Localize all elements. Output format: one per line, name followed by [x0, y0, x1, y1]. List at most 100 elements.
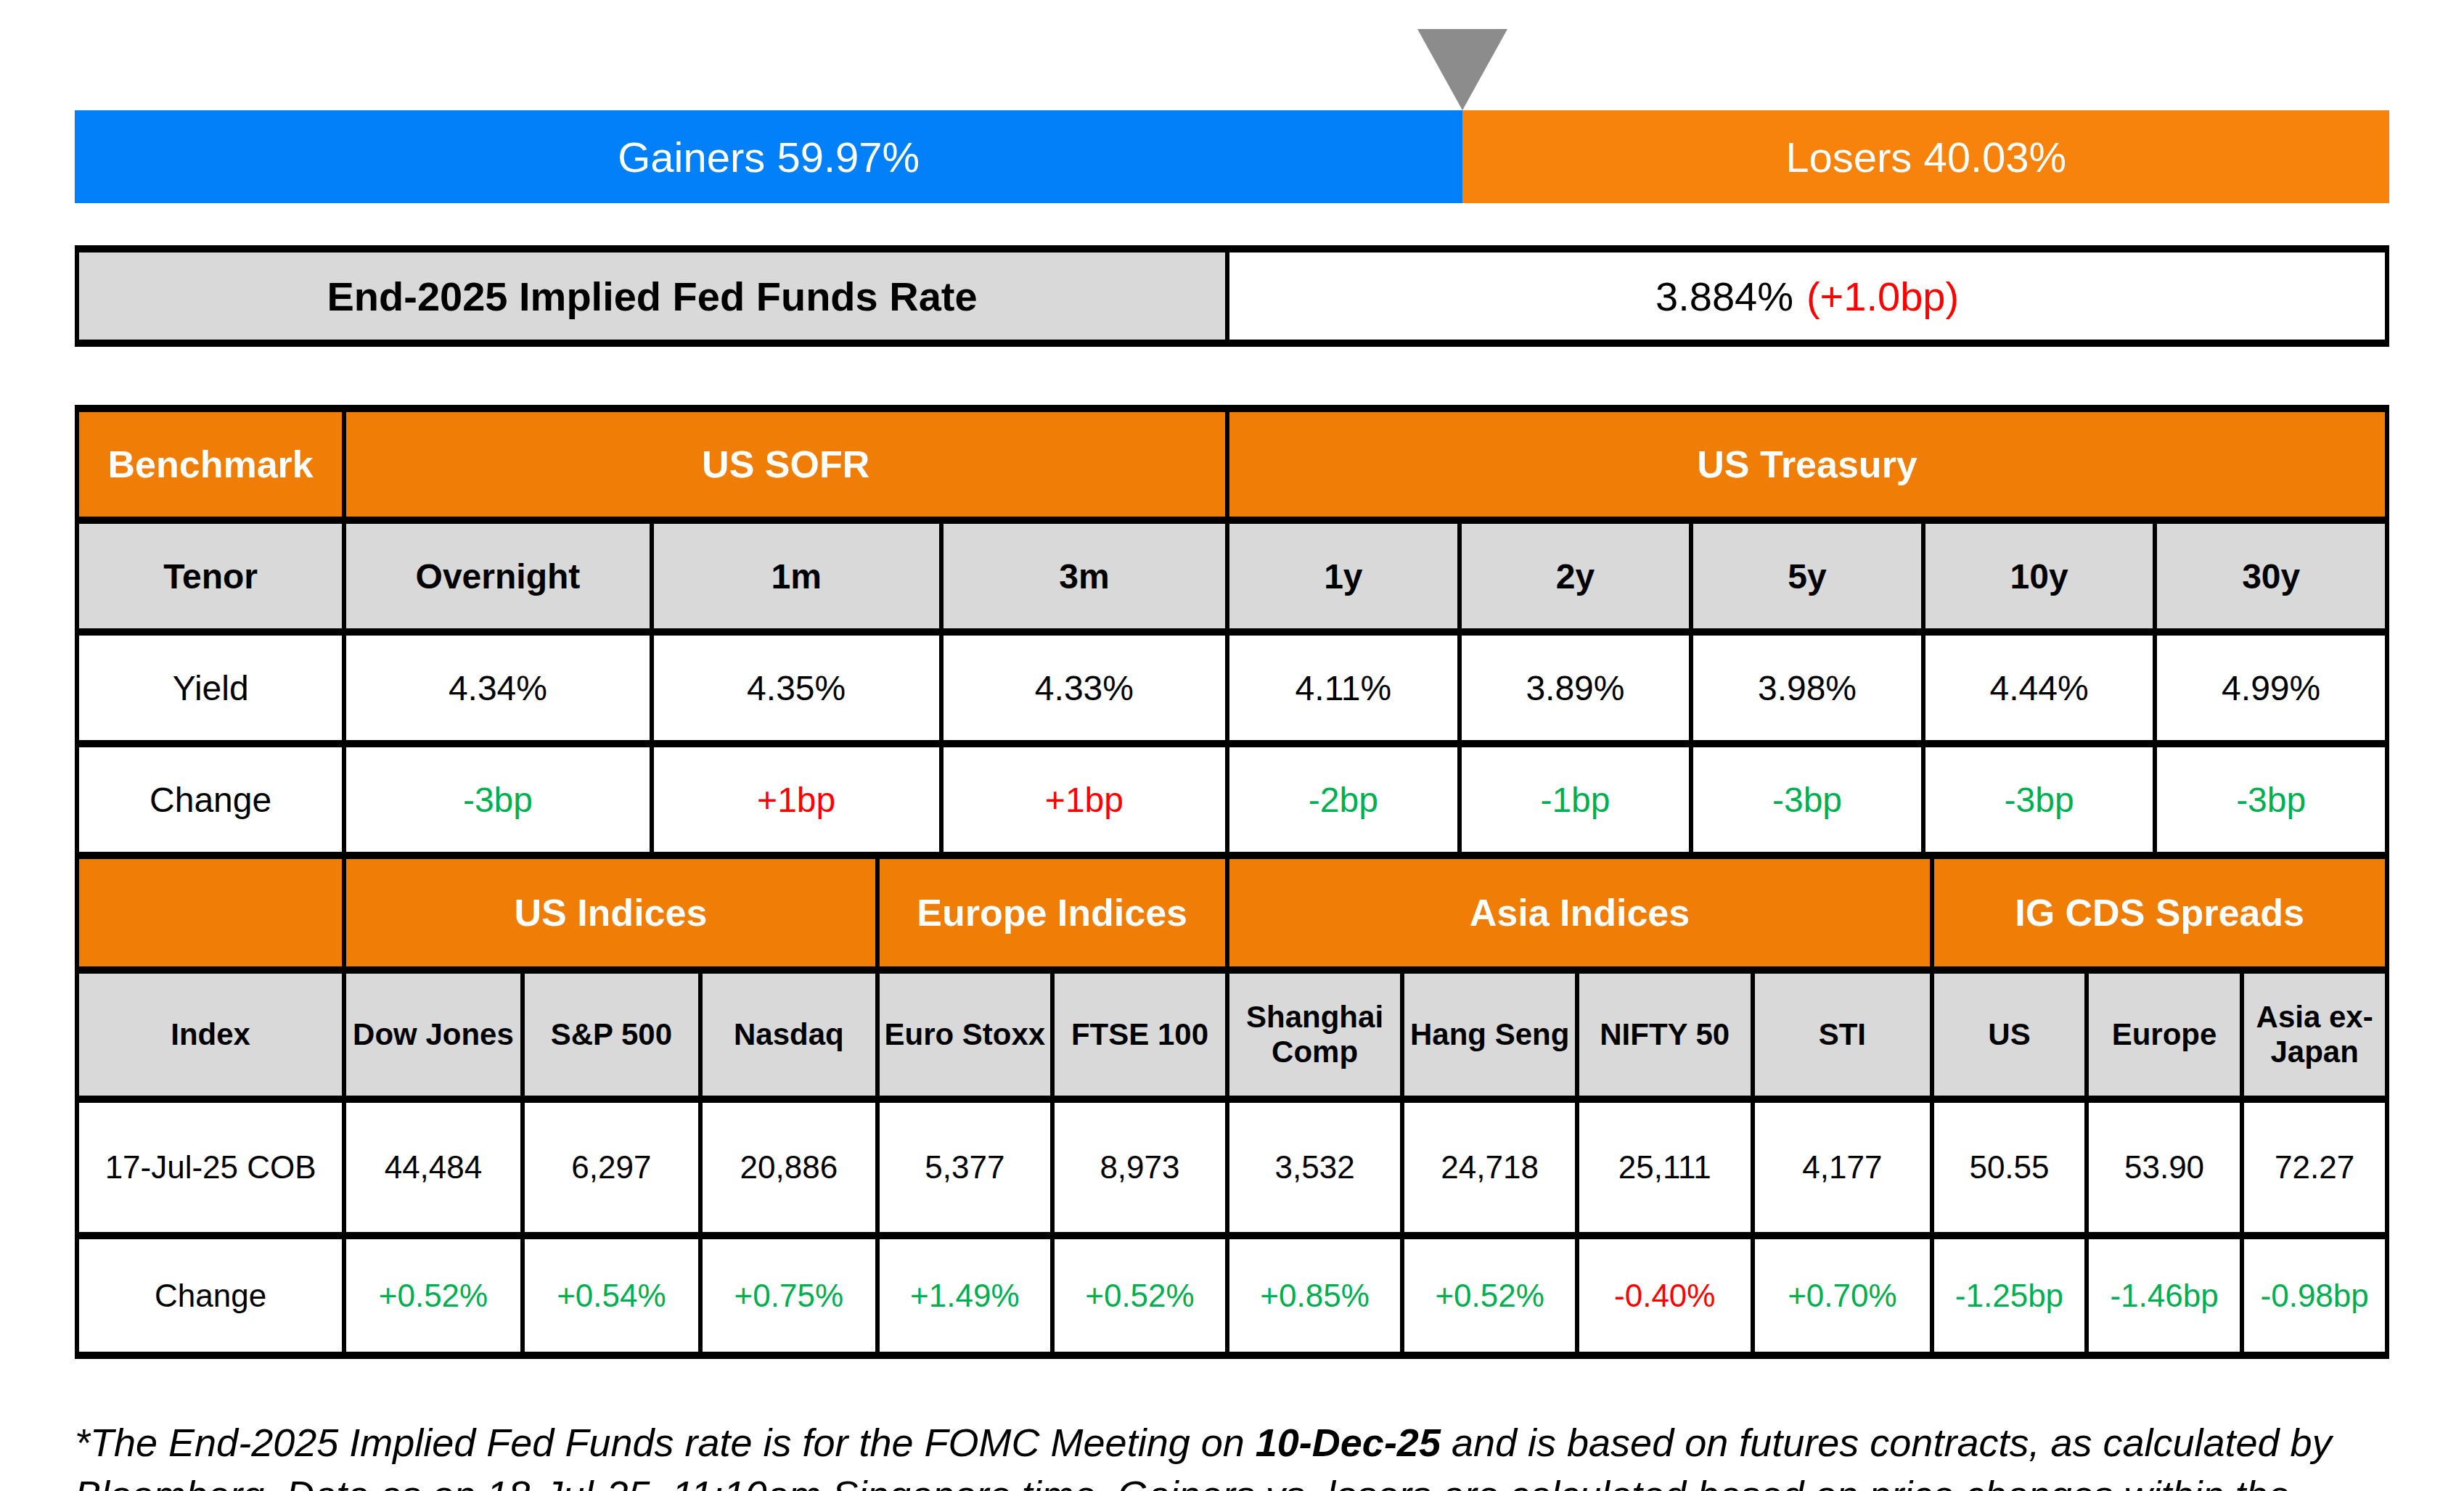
tenor-3m: 3m [941, 520, 1227, 632]
cds-europe: Europe [2087, 970, 2243, 1099]
change-row-label: Change [77, 1236, 344, 1355]
cob-value: 3,532 [1227, 1099, 1403, 1236]
group-header-ig-cds: IG CDS Spreads [1932, 855, 2387, 970]
index-sti: STI [1753, 970, 1933, 1099]
fed-funds-strip: End-2025 Implied Fed Funds Rate 3.884% (… [75, 245, 2389, 347]
footnote: *The End-2025 Implied Fed Funds rate is … [75, 1417, 2389, 1491]
change-value: +0.75% [700, 1236, 877, 1355]
fed-funds-change: (+1.0bp) [1806, 273, 1959, 320]
change-value: +0.85% [1227, 1236, 1403, 1355]
index-dow-jones: Dow Jones [344, 970, 522, 1099]
gainers-label: Gainers 59.97% [618, 133, 920, 181]
cob-row-label: 17-Jul-25 COB [77, 1099, 344, 1236]
gainers-segment: Gainers 59.97% [75, 110, 1462, 203]
market-update-infographic: Gainers 59.97% Losers 40.03% End-2025 Im… [0, 0, 2464, 1491]
content-column: Gainers 59.97% Losers 40.03% End-2025 Im… [75, 0, 2389, 1491]
fed-funds-rate: 3.884% [1655, 273, 1793, 320]
indices-corner-cell [77, 855, 344, 970]
cob-value: 25,111 [1577, 1099, 1753, 1236]
footnote-text-1: *The End-2025 Implied Fed Funds rate is … [75, 1421, 1256, 1464]
indices-table: US Indices Europe Indices Asia Indices I… [75, 852, 2389, 1359]
change-value: -1.46bp [2087, 1236, 2243, 1355]
yield-value: 4.34% [344, 632, 651, 744]
change-value: -0.98bp [2242, 1236, 2387, 1355]
index-nifty50: NIFTY 50 [1577, 970, 1753, 1099]
change-value: -2bp [1227, 744, 1460, 855]
change-value: +0.52% [1402, 1236, 1577, 1355]
change-value: -3bp [1923, 744, 2156, 855]
indices-change-row: Change +0.52% +0.54% +0.75% +1.49% +0.52… [77, 1236, 2387, 1355]
footnote-fomc-date: 10-Dec-25 [1256, 1421, 1441, 1464]
tenor-overnight: Overnight [344, 520, 651, 632]
losers-segment: Losers 40.03% [1462, 110, 2389, 203]
yield-value: 3.98% [1691, 632, 1923, 744]
change-value: -3bp [344, 744, 651, 855]
indices-group-header-row: US Indices Europe Indices Asia Indices I… [77, 855, 2387, 970]
benchmark-table: Benchmark US SOFR US Treasury Tenor Over… [75, 405, 2389, 859]
change-value: +0.52% [1052, 1236, 1227, 1355]
yield-value: 4.35% [652, 632, 941, 744]
cob-value: 4,177 [1753, 1099, 1933, 1236]
cob-value: 72.27 [2242, 1099, 2387, 1236]
tenor-5y: 5y [1691, 520, 1923, 632]
cob-value: 8,973 [1052, 1099, 1227, 1236]
gainers-losers-bar: Gainers 59.97% Losers 40.03% [75, 110, 2389, 203]
change-value: +1bp [652, 744, 941, 855]
gainers-losers-divider-marker-icon [1417, 29, 1507, 110]
tenor-30y: 30y [2155, 520, 2387, 632]
index-euro-stoxx: Euro Stoxx [877, 970, 1053, 1099]
spacer [75, 203, 2389, 245]
cds-asia-ex-japan: Asia ex-Japan [2242, 970, 2387, 1099]
yield-value: 4.99% [2155, 632, 2387, 744]
tenor-header-row: Tenor Overnight 1m 3m 1y 2y 5y 10y 30y [77, 520, 2387, 632]
marker-row [75, 0, 2389, 110]
group-header-us-sofr: US SOFR [344, 408, 1227, 520]
yield-value: 3.89% [1460, 632, 1692, 744]
change-value: -3bp [1691, 744, 1923, 855]
group-header-asia-indices: Asia Indices [1227, 855, 1932, 970]
cds-us: US [1932, 970, 2087, 1099]
cob-value: 53.90 [2087, 1099, 2243, 1236]
cob-value: 20,886 [700, 1099, 877, 1236]
change-value: +1.49% [877, 1236, 1053, 1355]
yield-value: 4.33% [941, 632, 1227, 744]
tenor-label-cell: Tenor [77, 520, 344, 632]
change-value: -1.25bp [1932, 1236, 2087, 1355]
cob-value: 44,484 [344, 1099, 522, 1236]
tenor-1m: 1m [652, 520, 941, 632]
yield-value: 4.44% [1923, 632, 2156, 744]
losers-label: Losers 40.03% [1785, 133, 2066, 181]
index-header-row: Index Dow Jones S&P 500 Nasdaq Euro Stox… [77, 970, 2387, 1099]
group-header-europe-indices: Europe Indices [877, 855, 1227, 970]
index-hang-seng: Hang Seng [1402, 970, 1577, 1099]
yield-row-label: Yield [77, 632, 344, 744]
spacer [75, 347, 2389, 405]
index-label-cell: Index [77, 970, 344, 1099]
index-nasdaq: Nasdaq [700, 970, 877, 1099]
change-value: +0.52% [344, 1236, 522, 1355]
change-value: -3bp [2155, 744, 2387, 855]
cob-value: 5,377 [877, 1099, 1053, 1236]
tenor-1y: 1y [1227, 520, 1460, 632]
cob-value: 6,297 [523, 1099, 700, 1236]
fed-funds-label: End-2025 Implied Fed Funds Rate [79, 252, 1229, 340]
cob-value: 24,718 [1402, 1099, 1577, 1236]
change-value: -1bp [1460, 744, 1692, 855]
index-ftse100: FTSE 100 [1052, 970, 1227, 1099]
tenor-2y: 2y [1460, 520, 1692, 632]
yield-row: Yield 4.34% 4.35% 4.33% 4.11% 3.89% 3.98… [77, 632, 2387, 744]
fed-funds-value-cell: 3.884% (+1.0bp) [1229, 252, 2385, 340]
cob-value: 50.55 [1932, 1099, 2087, 1236]
change-value: -0.40% [1577, 1236, 1753, 1355]
yield-value: 4.11% [1227, 632, 1460, 744]
group-header-us-treasury: US Treasury [1227, 408, 2387, 520]
benchmark-group-header-row: Benchmark US SOFR US Treasury [77, 408, 2387, 520]
change-value: +1bp [941, 744, 1227, 855]
group-header-us-indices: US Indices [344, 855, 877, 970]
change-value: +0.54% [523, 1236, 700, 1355]
benchmark-change-row: Change -3bp +1bp +1bp -2bp -1bp -3bp -3b… [77, 744, 2387, 855]
benchmark-corner-cell: Benchmark [77, 408, 344, 520]
index-sp500: S&P 500 [523, 970, 700, 1099]
index-shanghai-comp: Shanghai Comp [1227, 970, 1403, 1099]
change-value: +0.70% [1753, 1236, 1933, 1355]
